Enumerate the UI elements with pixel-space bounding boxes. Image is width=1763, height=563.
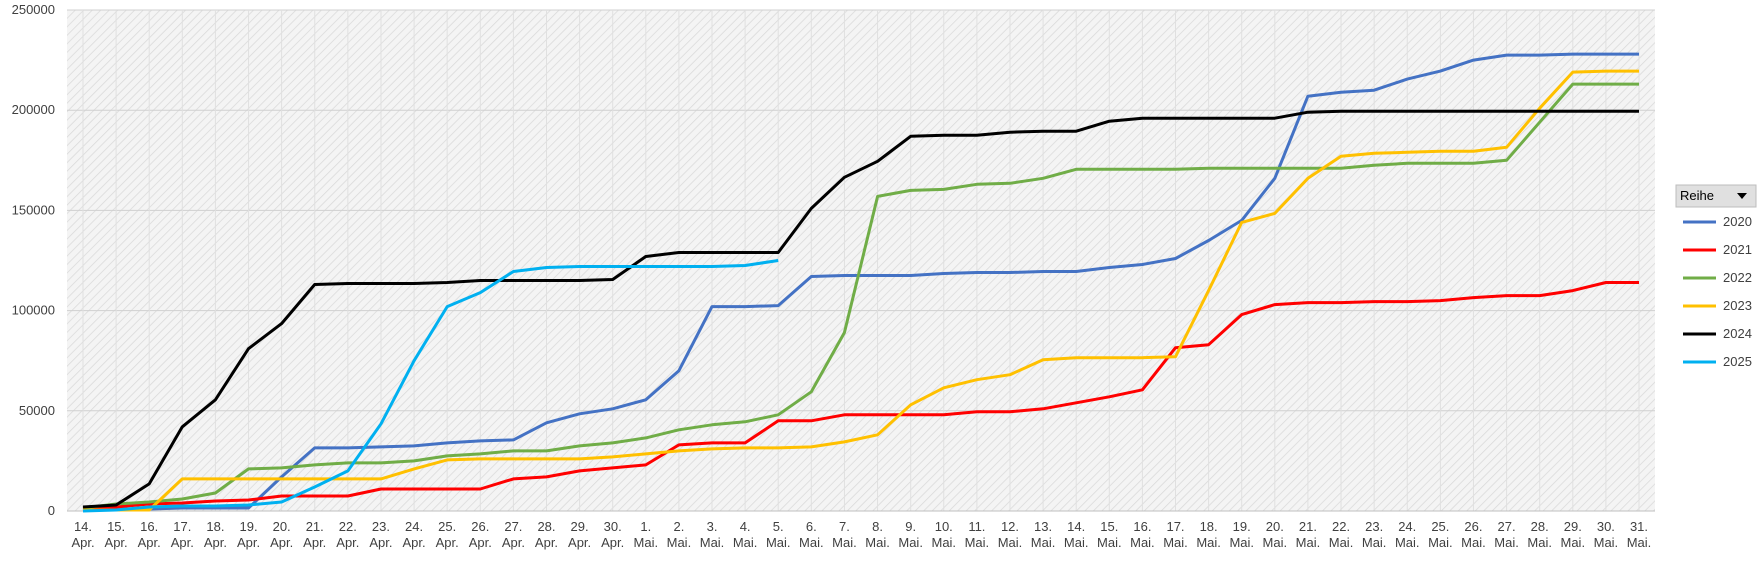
x-tick-label: 17. Apr. [171, 519, 194, 550]
x-tick-label: 21. Apr. [303, 519, 326, 550]
x-tick-label: 16. Apr. [138, 519, 161, 550]
y-tick-label: 250000 [12, 2, 55, 17]
x-tick-label: 18. Apr. [204, 519, 227, 550]
x-tick-label: 23. Apr. [369, 519, 392, 550]
y-tick-label: 150000 [12, 202, 55, 217]
x-tick-label: 25. Mai. [1428, 519, 1453, 550]
x-tick-label: 19. Apr. [237, 519, 260, 550]
y-tick-label: 0 [48, 503, 55, 518]
series-line [82, 259, 779, 513]
x-tick-label: 14. Apr. [71, 519, 94, 550]
legend-filter[interactable]: Reihe [1675, 184, 1757, 208]
y-tick-label: 50000 [19, 403, 55, 418]
x-tick-label: 25. Apr. [436, 519, 459, 550]
x-tick-label: 8. Mai. [865, 519, 890, 550]
x-tick-label: 9. Mai. [898, 519, 923, 550]
x-tick-label: 28. Apr. [535, 519, 558, 550]
x-tick-label: 27. Apr. [502, 519, 525, 550]
x-tick-label: 29. Mai. [1561, 519, 1586, 550]
x-tick-label: 24. Apr. [403, 519, 426, 550]
x-tick-label: 16. Mai. [1130, 519, 1155, 550]
x-tick-label: 30. Mai. [1594, 519, 1619, 550]
x-tick-label: 10. Mai. [931, 519, 956, 550]
x-tick-label: 7. Mai. [832, 519, 857, 550]
x-tick-label: 22. Mai. [1329, 519, 1354, 550]
x-tick-label: 14. Mai. [1064, 519, 1089, 550]
x-tick-label: 18. Mai. [1196, 519, 1221, 550]
dropdown-arrow[interactable] [1737, 193, 1747, 199]
x-tick-label: 3. Mai. [700, 519, 725, 550]
series-line [82, 281, 1639, 510]
legend-filter-box[interactable] [1675, 184, 1757, 208]
x-tick-label: 23. Mai. [1362, 519, 1387, 550]
legend-label: 2021 [1723, 242, 1752, 257]
legend-label: 2023 [1723, 298, 1752, 313]
x-tick-label: 4. Mai. [733, 519, 758, 550]
x-tick-label: 28. Mai. [1527, 519, 1552, 550]
legend-label: 2024 [1723, 326, 1752, 341]
x-tick-label: 29. Apr. [568, 519, 591, 550]
x-tick-label: 12. Mai. [998, 519, 1023, 550]
x-tick-label: 24. Mai. [1395, 519, 1420, 550]
x-tick-label: 6. Mai. [799, 519, 824, 550]
x-tick-label: 15. Apr. [105, 519, 128, 550]
legend-label: 2025 [1723, 354, 1752, 369]
x-tick-label: 21. Mai. [1296, 519, 1321, 550]
x-tick-label: 13. Mai. [1031, 519, 1056, 550]
x-tick-label: 26. Apr. [469, 519, 492, 550]
legend-label: 2020 [1723, 214, 1752, 229]
x-tick-label: 17. Mai. [1163, 519, 1188, 550]
legend-title[interactable]: Reihe [1680, 188, 1714, 203]
x-tick-label: 2. Mai. [667, 519, 692, 550]
x-tick-label: 30. Apr. [601, 519, 624, 550]
x-tick-label: 27. Mai. [1494, 519, 1519, 550]
x-tick-label: 22. Apr. [336, 519, 359, 550]
legend-label: 2022 [1723, 270, 1752, 285]
x-tick-label: 20. Mai. [1263, 519, 1288, 550]
series-line [83, 52, 1639, 511]
x-tick-label: 15. Mai. [1097, 519, 1122, 550]
x-tick-label: 19. Mai. [1229, 519, 1254, 550]
x-tick-label: 1. Mai. [634, 519, 659, 550]
x-tick-label: 11. Mai. [965, 519, 990, 550]
x-tick-label: 20. Apr. [270, 519, 293, 550]
series-line [82, 82, 1639, 510]
y-tick-label: 100000 [12, 303, 55, 318]
x-tick-label: 26. Mai. [1461, 519, 1486, 550]
x-tick-label: 31. Mai. [1627, 519, 1652, 550]
series-line [82, 109, 1639, 509]
series-line [83, 69, 1639, 512]
y-tick-label: 200000 [12, 102, 55, 117]
x-tick-label: 5. Mai. [766, 519, 791, 550]
